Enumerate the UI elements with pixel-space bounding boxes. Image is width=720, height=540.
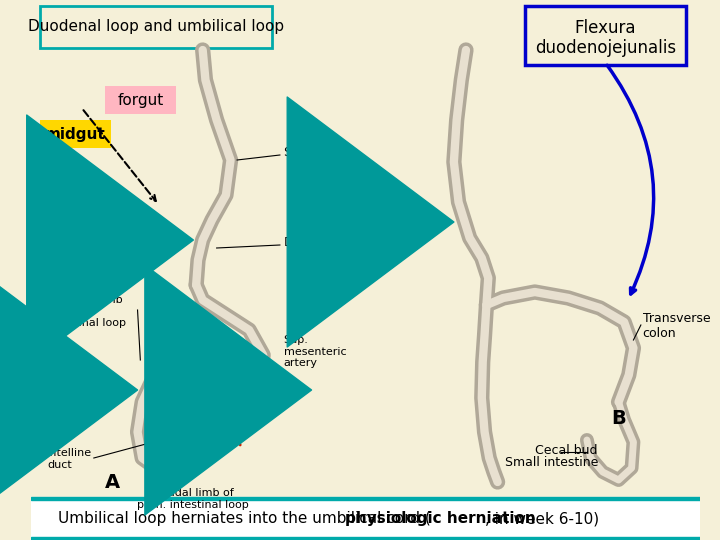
Text: Flexura
duodenojejunalis: Flexura duodenojejunalis	[535, 18, 676, 57]
Text: Duodenum: Duodenum	[284, 235, 352, 248]
Text: Transverse
colon: Transverse colon	[643, 312, 711, 340]
Text: Cephalic limb
of prim.
intestinal loop: Cephalic limb of prim. intestinal loop	[48, 295, 126, 328]
Text: Umbilical loop herniates into the umbilical cord (: Umbilical loop herniates into the umbili…	[58, 511, 431, 526]
Text: , in week 6-10): , in week 6-10)	[485, 511, 599, 526]
Text: forgut: forgut	[117, 92, 163, 107]
Text: A: A	[105, 472, 120, 491]
Text: Cecal bud: Cecal bud	[535, 443, 598, 456]
FancyBboxPatch shape	[40, 6, 271, 48]
Bar	[30, 497, 701, 500]
Text: Sup.
mesenteric
artery: Sup. mesenteric artery	[284, 335, 346, 368]
Text: Small intestine: Small intestine	[505, 456, 598, 469]
Text: midgut: midgut	[45, 126, 106, 141]
Bar	[30, 497, 701, 540]
Text: Duodenal loop and umbilical loop: Duodenal loop and umbilical loop	[28, 19, 284, 35]
Text: Stomach: Stomach	[284, 145, 339, 159]
Text: physiologic herniation: physiologic herniation	[345, 511, 535, 526]
Bar	[30, 537, 701, 540]
FancyBboxPatch shape	[525, 6, 686, 65]
FancyBboxPatch shape	[40, 120, 111, 148]
Text: Caudal limb of
prim. intestinal loop: Caudal limb of prim. intestinal loop	[138, 488, 249, 510]
Text: Vitelline
duct: Vitelline duct	[48, 448, 92, 470]
FancyBboxPatch shape	[105, 86, 176, 114]
Text: B: B	[611, 408, 626, 428]
